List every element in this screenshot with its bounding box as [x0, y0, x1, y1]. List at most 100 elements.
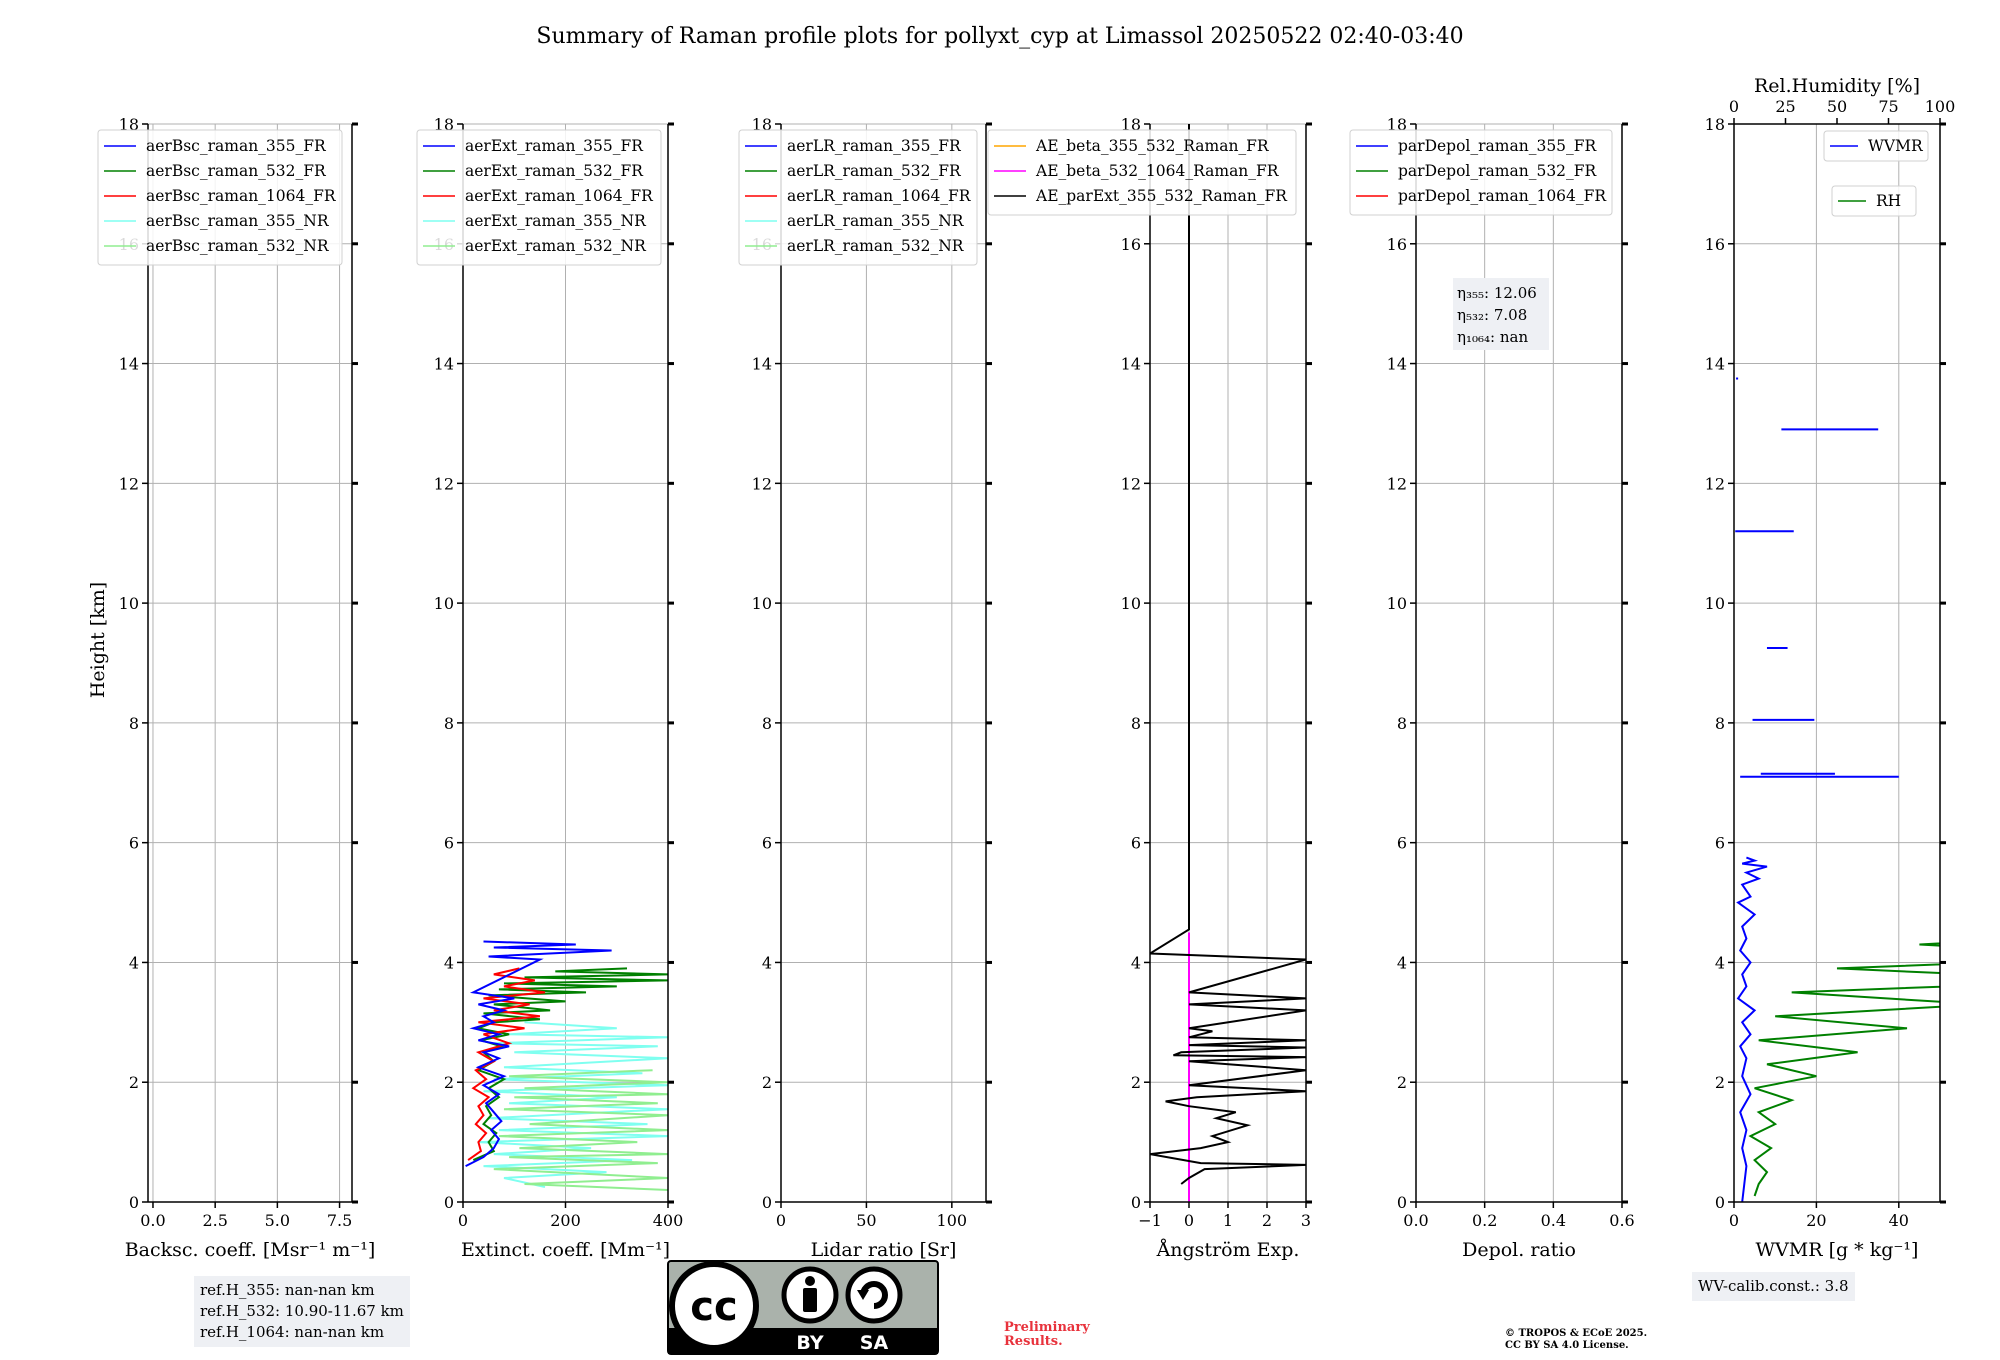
y-tick-label: 8 — [129, 714, 139, 733]
top-x-tick-label: 75 — [1878, 97, 1898, 116]
legend-label: aerBsc_raman_532_NR — [146, 237, 330, 255]
legend-label: aerLR_raman_355_FR — [787, 137, 962, 155]
annotation-box — [1453, 278, 1549, 350]
y-tick-label: 4 — [129, 953, 139, 972]
x-tick-label: 2 — [1262, 1211, 1272, 1230]
legend-box — [1349, 129, 1613, 216]
y-tick-label: 12 — [1387, 474, 1407, 493]
x-tick-label: 50 — [856, 1211, 876, 1230]
y-tick-label: 18 — [752, 115, 772, 134]
y-axis-label: Height [km] — [87, 582, 109, 698]
copyright-line-1: © TROPOS & ECoE 2025. — [1505, 1328, 1648, 1339]
wv-calib-constant: WV-calib.const.: 3.8 — [1698, 1277, 1849, 1295]
panel-data-angstrom — [1150, 124, 1306, 1202]
y-tick-label: 16 — [1705, 235, 1725, 254]
top-x-tick-label: 25 — [1775, 97, 1795, 116]
series-line-aerExt_raman_1064_FR — [467, 967, 546, 1161]
x-axis-label: Lidar ratio [Sr] — [811, 1239, 957, 1261]
y-tick-label: 2 — [1131, 1073, 1141, 1092]
x-tick-label: 40 — [1889, 1211, 1909, 1230]
legend-label: WVMR — [1868, 137, 1924, 155]
top-x-axis-label: Rel.Humidity [%] — [1754, 75, 1920, 97]
y-tick-label: 2 — [1397, 1073, 1407, 1092]
legend-RH: RH — [1831, 185, 1917, 217]
y-tick-label: 14 — [434, 355, 454, 374]
x-tick-label: 20 — [1806, 1211, 1826, 1230]
y-tick-label: 10 — [119, 594, 139, 613]
x-axis-label: Ångström Exp. — [1156, 1239, 1300, 1261]
y-tick-label: 18 — [119, 115, 139, 134]
y-tick-label: 12 — [1705, 474, 1725, 493]
x-tick-label: 0 — [458, 1211, 468, 1230]
badge-by-label: BY — [796, 1332, 823, 1354]
depol-eta-annotation: η₃₅₅: 12.06 η₅₃₂: 7.08 η₁₀₆₄: nan — [1453, 278, 1549, 350]
cc-by-sa-license-badge: cc BY SA — [667, 1260, 939, 1355]
legend-label: aerBsc_raman_355_FR — [146, 137, 327, 155]
x-tick-label: 100 — [937, 1211, 968, 1230]
x-tick-label: 7.5 — [327, 1211, 352, 1230]
y-tick-label: 4 — [1397, 953, 1407, 972]
y-tick-label: 14 — [119, 355, 139, 374]
top-x-tick-label: 100 — [1925, 97, 1956, 116]
panel-data-wvmr — [1735, 377, 1940, 1202]
y-tick-label: 0 — [762, 1193, 772, 1212]
y-tick-label: 10 — [1387, 594, 1407, 613]
y-tick-label: 6 — [762, 834, 772, 853]
y-tick-label: 6 — [129, 834, 139, 853]
x-axis-label: WVMR [g * kg⁻¹] — [1756, 1239, 1919, 1261]
series-line-aerExt_raman_532_FR — [472, 967, 668, 1162]
legend-box — [1831, 185, 1917, 217]
y-tick-label: 18 — [1387, 115, 1407, 134]
panel-data-extinction — [465, 940, 668, 1191]
panel-extinction: 0246810121416180200400Extinct. coeff. [M… — [416, 115, 684, 1261]
badge-sa-label: SA — [860, 1332, 889, 1354]
legend-label: RH — [1876, 192, 1901, 210]
y-tick-label: 0 — [1131, 1193, 1141, 1212]
legend-angstrom: AE_beta_355_532_Raman_FR AE_beta_532_1064… — [987, 129, 1297, 216]
y-tick-label: 18 — [1705, 115, 1725, 134]
y-tick-label: 18 — [1121, 115, 1141, 134]
copyright-note: © TROPOS & ECoE 2025. CC BY SA 4.0 Licen… — [1505, 1328, 1647, 1352]
y-tick-label: 12 — [1121, 474, 1141, 493]
y-tick-label: 10 — [1705, 594, 1725, 613]
y-tick-label: 14 — [1121, 355, 1141, 374]
y-tick-label: 4 — [1131, 953, 1141, 972]
ref-height-532: ref.H_532: 10.90-11.67 km — [200, 1302, 404, 1320]
legend-label: AE_beta_355_532_Raman_FR — [1035, 137, 1270, 155]
y-tick-label: 6 — [1131, 834, 1141, 853]
wv-calibration-box: WV-calib.const.: 3.8 — [1692, 1272, 1855, 1301]
legend-label: aerExt_raman_532_NR — [465, 237, 647, 255]
y-tick-label: 2 — [1715, 1073, 1725, 1092]
legend-label: aerBsc_raman_355_NR — [146, 212, 330, 230]
x-axis-label: Depol. ratio — [1462, 1239, 1576, 1261]
y-tick-label: 14 — [1705, 355, 1725, 374]
y-tick-label: 8 — [1131, 714, 1141, 733]
y-tick-label: 2 — [444, 1073, 454, 1092]
x-tick-label: 1 — [1223, 1211, 1233, 1230]
top-x-tick-label: 0 — [1729, 97, 1739, 116]
x-tick-label: 0 — [1184, 1211, 1194, 1230]
panel-lidar_ratio: 024681012141618050100Lidar ratio [Sr]aer… — [738, 115, 992, 1261]
y-tick-label: 8 — [444, 714, 454, 733]
x-tick-label: 400 — [653, 1211, 684, 1230]
y-tick-label: 18 — [434, 115, 454, 134]
y-tick-label: 14 — [752, 355, 772, 374]
y-tick-label: 6 — [1397, 834, 1407, 853]
series-line-AE_parExt_355_532_Raman_FR — [1150, 124, 1306, 1185]
series-line-aerExt_raman_532_NR — [493, 1069, 668, 1191]
x-axis-label: Extinct. coeff. [Mm⁻¹] — [461, 1239, 670, 1261]
x-tick-label: 0.4 — [1541, 1211, 1566, 1230]
legend-extinction: aerExt_raman_355_FR aerExt_raman_532_FRae… — [416, 129, 662, 266]
x-tick-label: 0.6 — [1609, 1211, 1634, 1230]
preliminary-line-1: Preliminary — [1004, 1320, 1090, 1335]
y-tick-label: 10 — [752, 594, 772, 613]
sa-share-alike-icon — [845, 1266, 903, 1324]
reference-heights-box: ref.H_355: nan-nan km ref.H_532: 10.90-1… — [194, 1276, 410, 1347]
legend-label: parDepol_raman_355_FR — [1398, 137, 1598, 155]
x-tick-label: 0 — [776, 1211, 786, 1230]
y-tick-label: 0 — [1397, 1193, 1407, 1212]
series-line-WVMR — [1736, 856, 1768, 1202]
y-tick-label: 2 — [762, 1073, 772, 1092]
legend-label: parDepol_raman_1064_FR — [1398, 187, 1607, 205]
